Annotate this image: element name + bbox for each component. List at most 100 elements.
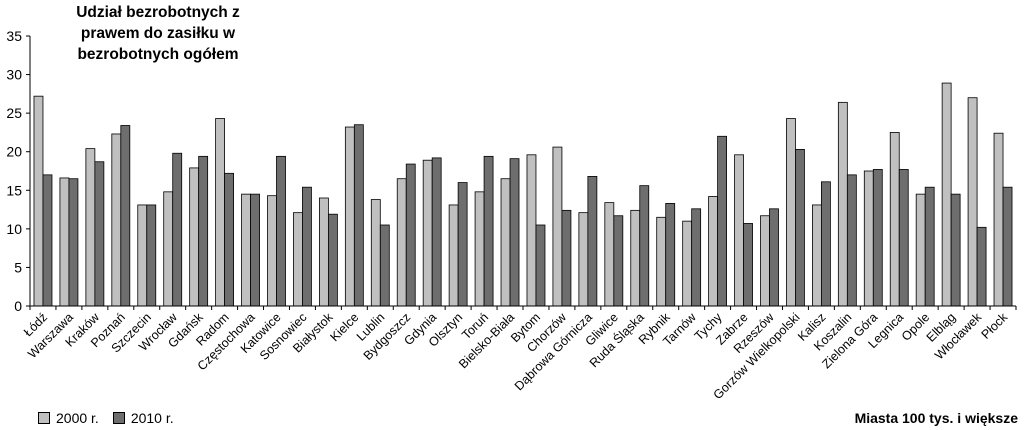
bar-2010 [42,174,53,307]
bar-2000 [448,204,459,307]
bar-2000 [941,82,952,307]
y-tick-label: 35 [6,28,22,44]
legend-swatch-2010 [112,412,125,424]
bar-2010 [327,213,338,307]
chart-title-line-2: prawem do zasiłku w [80,25,236,42]
bar-2010 [898,169,909,307]
bar-2000 [967,97,978,307]
bar-2010 [872,169,883,307]
bar-2010 [769,208,779,307]
bar-2010 [172,152,183,307]
bar-2000 [396,178,407,307]
bar-2000 [318,197,329,307]
bar-2010 [146,204,157,307]
bar-2000 [863,170,874,307]
bar-2010 [302,186,312,307]
y-tick-label: 5 [14,259,22,275]
bar-2010 [976,226,987,307]
bar-2000 [163,191,174,307]
legend: 2000 r. 2010 r. [38,410,188,426]
bar-2010 [379,224,390,307]
bar-2010 [250,193,260,307]
x-axis: ŁódźWarszawaKrakówPoznańSzczecinWrocławG… [21,305,1017,402]
legend-item-2010: 2010 r. [112,410,174,426]
chart-title-line-3: bezrobotnych ogółem [77,46,239,63]
bar-2000 [604,202,615,307]
bar-2010 [665,202,676,307]
bar-2010 [924,186,935,307]
corner-note: Miasta 100 tys. i większe [854,410,1018,426]
chart-title: Udział bezrobotnych z prawem do zasiłku … [40,2,276,65]
bar-2010 [353,124,364,307]
bar-2010 [276,155,286,307]
bar-2000 [85,148,96,307]
bar-2000 [915,193,926,307]
bar-2000 [189,167,200,307]
bar-2000 [33,95,44,307]
bar-2010 [613,215,624,307]
legend-label-2010: 2010 r. [130,410,174,426]
bar-2010 [68,178,79,307]
bar-2000 [422,159,433,307]
bar-2000 [293,212,303,307]
bar-2000 [500,178,511,307]
bar-2000 [215,118,226,307]
bar-2010 [691,208,702,307]
bar-2000 [59,177,70,307]
legend-item-2000: 2000 r. [38,410,99,426]
x-tick-label: Płock [979,310,1011,342]
bar-2000 [760,215,770,307]
bar-2000 [708,196,719,307]
bar-2010 [950,193,961,307]
bar-2010 [743,223,753,307]
bar-2000 [811,204,822,307]
bar-2010 [457,182,468,307]
bar-2000 [630,209,641,307]
bar-2010 [120,125,131,307]
bar-2000 [552,146,563,307]
bar-2010 [820,181,831,307]
bars [33,82,1013,307]
bar-2000 [474,191,485,307]
bar-2000 [526,154,537,307]
bar-2000 [734,154,744,307]
bar-2000 [889,132,900,307]
bar-2010 [561,209,572,307]
bar-2010 [483,155,494,307]
bar-2010 [587,175,598,307]
y-tick-label: 10 [6,221,22,237]
bar-2000 [137,204,148,307]
bar-2010 [431,157,442,307]
y-tick-label: 0 [14,298,22,314]
y-tick-label: 30 [6,67,22,83]
bar-2000 [837,101,848,307]
bar-2000 [370,199,381,307]
legend-label-2000: 2000 r. [56,410,99,426]
bar-2010 [639,185,650,307]
bar-2010 [94,161,105,307]
bar-2000 [656,216,667,307]
bar-2010 [198,155,209,307]
bar-2010 [846,174,857,307]
bar-2000 [578,212,589,307]
y-tick-label: 20 [6,144,22,160]
y-tick-label: 15 [6,182,22,198]
y-axis: 0 5 10 15 20 25 30 35 [6,28,31,314]
x-tick-label: Kielce [327,310,361,344]
bar-2000 [241,193,251,307]
y-tick-label: 25 [6,105,22,121]
bar-2000 [111,133,122,307]
bar-2000 [786,118,796,307]
bar-2010 [405,163,416,307]
chart-title-line-1: Udział bezrobotnych z [76,4,240,21]
bar-2000 [682,220,693,307]
bar-2010 [1002,186,1013,307]
bar-2000 [267,195,277,307]
bar-2000 [993,132,1004,307]
bar-2010 [795,148,805,307]
legend-swatch-2000 [38,412,50,424]
bar-2010 [717,135,728,307]
bar-2010 [535,224,546,307]
bar-2010 [224,172,235,307]
